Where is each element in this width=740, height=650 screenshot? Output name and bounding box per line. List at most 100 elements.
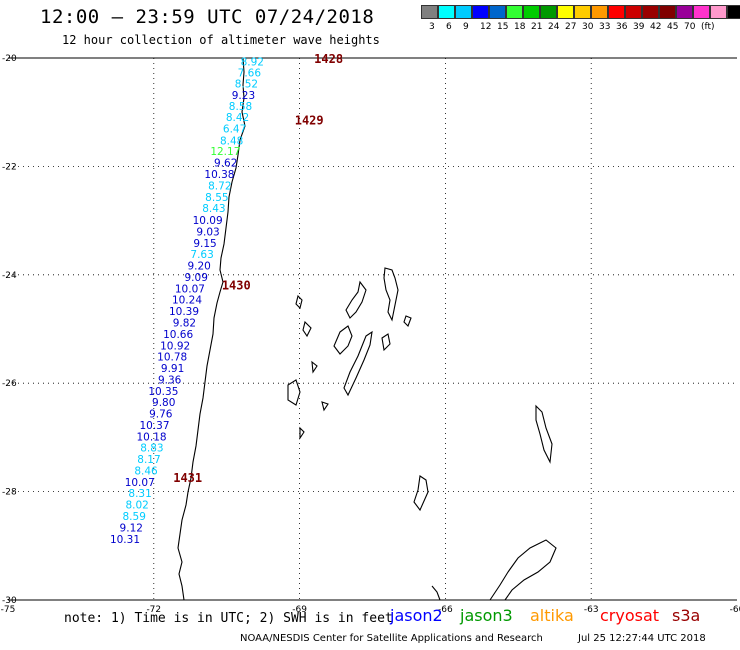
swh-value-label: 8.52 [235,78,258,90]
coastline [177,57,557,601]
swh-value-label: 8.83 [140,443,163,455]
y-tick-label: -30 [2,596,17,606]
salt-flat-outline-11 [321,401,329,412]
x-tick-label: -60 [730,605,740,615]
legend-swatch [625,5,642,19]
legend-swatch [591,5,608,19]
x-tick-label: -72 [146,605,161,615]
credit-line: NOAA/NESDIS Center for Satellite Applica… [240,633,543,644]
swh-value-label: 9.23 [232,90,255,102]
legend-swatch [693,5,710,19]
color-scale-legend [421,5,740,19]
swh-value-label: 9.09 [185,272,208,284]
salt-flat-outline-10 [311,360,318,374]
coast-fragment-south [431,585,441,601]
swh-value-label: 8.02 [125,500,148,512]
orbit-time-label: 1429 [295,113,324,127]
map-frame [8,57,737,601]
swh-value-label: 8.72 [208,180,231,192]
swh-value-label: 7.66 [238,68,262,80]
y-tick-label: -24 [2,271,17,281]
swh-value-label: 10.18 [137,431,167,443]
swh-value-label: 8.59 [123,511,146,523]
swh-value-label: 10.31 [110,534,140,546]
swh-value-label: 10.07 [125,477,155,489]
salt-flat-outline-6 [302,320,312,338]
x-tick-label: -75 [1,605,16,615]
y-tick-label: -20 [2,54,17,64]
salt-flat-outline-2 [383,267,399,322]
map-subtitle: 12 hour collection of altimeter wave hei… [62,33,380,47]
legend-swatch [659,5,676,19]
swh-value-label: 8.46 [134,465,158,477]
swh-value-label: 6.47 [223,123,246,135]
swh-value-label: 8.31 [128,488,151,500]
swh-value-label: 8.43 [202,203,225,215]
x-tick-label: -66 [438,605,453,615]
swh-value-label: 10.92 [160,340,190,352]
swh-value-label: 10.38 [204,169,234,181]
satellite-altika: altika [530,606,574,625]
swh-value-label: 12.17 [210,146,240,158]
swh-value-label: 7.63 [190,249,213,261]
legend-swatch [472,5,489,19]
swh-value-label: 9.15 [193,238,216,250]
salt-flat-outline-3 [343,330,373,397]
graticule [8,58,737,600]
legend-swatch [506,5,523,19]
swh-value-label: 9.62 [214,158,237,170]
legend-swatch [710,5,727,19]
legend-swatch [489,5,506,19]
legend-label: 70 [684,22,696,32]
legend-swatch [642,5,659,19]
satellite-jason3: jason3 [460,606,513,625]
salt-flat-outline-1 [345,280,367,319]
salt-flat-outline-8 [381,333,391,352]
swh-value-label: 10.39 [169,306,199,318]
swh-value-label: 10.24 [172,295,202,307]
legend-label: (ft) [701,22,715,32]
salt-flat-outline-5 [287,379,301,406]
swh-value-label: 10.66 [163,329,193,341]
swh-value-label: 8.55 [205,192,228,204]
legend-label: 33 [599,22,611,32]
generated-timestamp: Jul 25 12:27:44 UTC 2018 [578,633,706,644]
swh-value-label: 10.78 [157,352,187,364]
swh-value-label: 10.37 [139,420,169,432]
satellite-cryosat: cryosat [600,606,660,625]
swh-value-label: 9.80 [152,397,175,409]
legend-swatch [523,5,540,19]
map-title: 12:00 – 23:59 UTC 07/24/2018 [40,6,375,28]
legend-swatch [540,5,557,19]
y-tick-label: -22 [2,162,17,172]
satellite-s3a: s3a [672,606,701,625]
orbit-time-label: 1430 [222,279,251,293]
legend-label: 18 [514,22,526,32]
footer-note: note: 1) Time is in UTC; 2) SWH is in fe… [64,611,393,626]
swh-value-label: 8.92 [241,56,264,68]
legend-swatch [676,5,693,19]
swh-track: 8.927.668.529.238.588.426.478.4812.179.6… [110,56,264,546]
legend-swatch [574,5,591,19]
legend-label: 42 [650,22,662,32]
swh-value-label: 9.36 [158,374,182,386]
legend-label: 24 [548,22,560,32]
legend-swatch [455,5,472,19]
swh-value-label: 9.03 [196,226,219,238]
legend-label: 30 [582,22,594,32]
legend-label: 3 [429,22,435,32]
legend-label: 36 [616,22,628,32]
orbit-time-label: 1431 [173,471,202,485]
swh-value-label: 10.09 [193,215,223,227]
legend-swatch [438,5,455,19]
time-labels: 1428 1429 1430 1431 [173,52,343,485]
salt-flat-outline-9 [403,315,412,327]
legend-label: 12 [480,22,492,32]
swh-value-label: 9.76 [149,409,173,421]
legend-label: 6 [446,22,452,32]
orbit-time-label: 1428 [314,52,343,66]
swh-value-label: 8.48 [220,135,243,147]
lagoon-outline-1 [535,404,553,464]
legend-swatch [557,5,574,19]
